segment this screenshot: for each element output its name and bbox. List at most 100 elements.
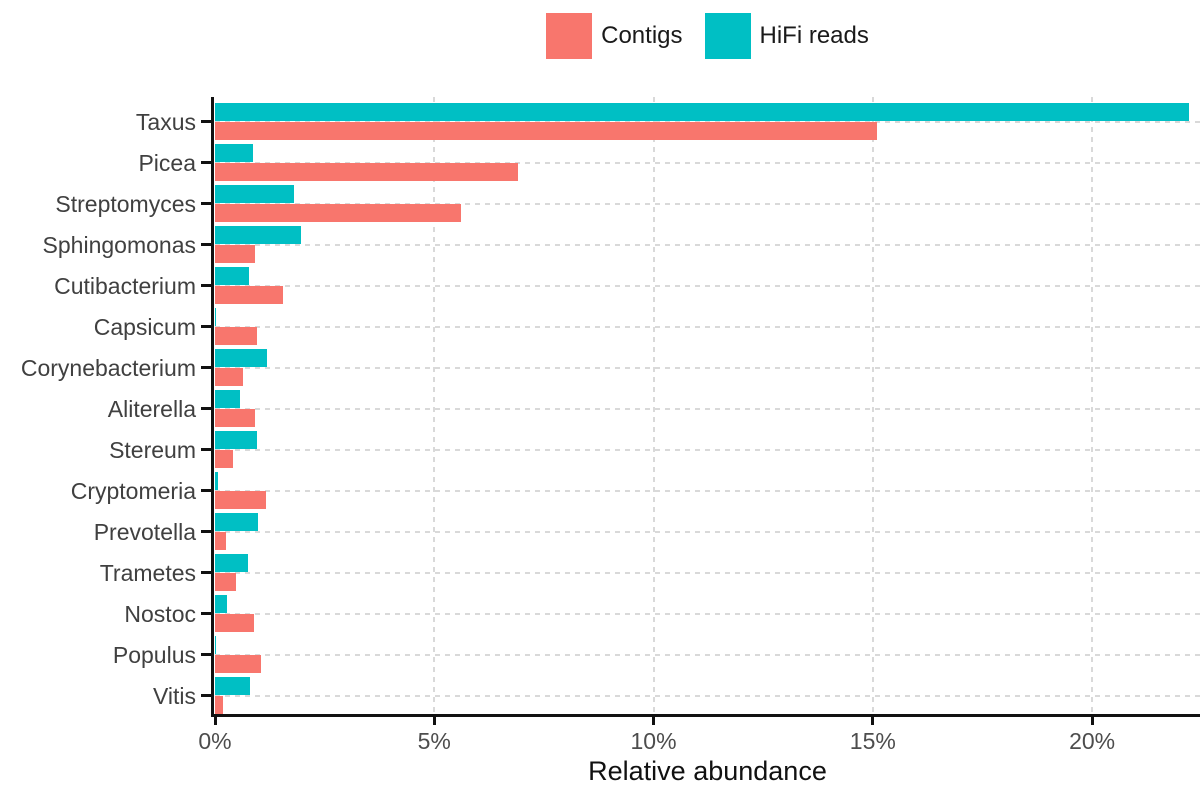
y-tick-prevotella bbox=[201, 530, 212, 534]
bar-hifi-reads-stereum bbox=[215, 431, 257, 450]
bar-hifi-reads-vitis bbox=[215, 677, 251, 695]
bar-hifi-reads-aliterella bbox=[215, 390, 241, 409]
x-tick-label-20: 20% bbox=[1069, 728, 1116, 754]
gridline-x-10 bbox=[652, 97, 655, 716]
y-tick-nostoc bbox=[201, 612, 212, 616]
bar-hifi-reads-prevotella bbox=[215, 513, 258, 532]
legend-item-hifi-reads: HiFi reads bbox=[704, 12, 869, 59]
gridline-y-picea bbox=[215, 161, 1200, 164]
bar-contigs-sphingomonas bbox=[215, 245, 255, 264]
x-tick-15 bbox=[871, 717, 875, 725]
y-axis-label-streptomyces: Streptomyces bbox=[55, 190, 196, 217]
y-tick-streptomyces bbox=[201, 202, 212, 206]
x-tick-5 bbox=[432, 717, 436, 725]
y-axis-label-populus: Populus bbox=[112, 641, 196, 668]
bar-hifi-reads-cutibacterium bbox=[215, 267, 249, 286]
bar-hifi-reads-populus bbox=[215, 636, 216, 654]
x-tick-label-10: 10% bbox=[630, 728, 677, 754]
y-tick-taxus bbox=[201, 120, 212, 124]
gridline-y-nostoc bbox=[215, 612, 1200, 615]
bar-hifi-reads-sphingomonas bbox=[215, 226, 301, 245]
x-tick-label-0: 0% bbox=[198, 728, 232, 754]
bar-contigs-cryptomeria bbox=[215, 491, 266, 510]
gridline-y-prevotella bbox=[215, 530, 1200, 533]
bar-hifi-reads-nostoc bbox=[215, 595, 227, 614]
legend-item-contigs: Contigs bbox=[546, 12, 683, 59]
bar-contigs-prevotella bbox=[215, 532, 226, 551]
legend-label-hifi-reads: HiFi reads bbox=[759, 21, 869, 49]
y-tick-picea bbox=[201, 161, 212, 165]
y-axis-label-picea: Picea bbox=[138, 149, 196, 176]
gridline-y-cutibacterium bbox=[215, 284, 1200, 287]
bar-hifi-reads-taxus bbox=[215, 103, 1189, 122]
y-tick-corynebacterium bbox=[201, 366, 212, 370]
y-axis-label-trametes: Trametes bbox=[99, 559, 196, 586]
legend: Contigs HiFi reads bbox=[215, 12, 1200, 59]
y-axis-label-aliterella: Aliterella bbox=[107, 395, 196, 422]
y-axis-label-corynebacterium: Corynebacterium bbox=[20, 354, 196, 381]
bar-hifi-reads-streptomyces bbox=[215, 185, 294, 204]
y-tick-populus bbox=[201, 653, 212, 656]
gridline-y-sphingomonas bbox=[215, 243, 1200, 246]
gridline-y-capsicum bbox=[215, 325, 1200, 328]
y-tick-aliterella bbox=[201, 407, 212, 411]
bar-contigs-nostoc bbox=[215, 614, 255, 633]
y-axis-label-vitis: Vitis bbox=[152, 682, 196, 709]
x-tick-20 bbox=[1090, 717, 1094, 725]
bar-hifi-reads-trametes bbox=[215, 554, 248, 573]
y-axis-label-capsicum: Capsicum bbox=[93, 313, 196, 340]
gridline-y-stereum bbox=[215, 448, 1200, 451]
bar-contigs-populus bbox=[215, 655, 262, 673]
gridline-y-trametes bbox=[215, 571, 1200, 574]
gridline-y-aliterella bbox=[215, 407, 1200, 410]
gridline-y-cryptomeria bbox=[215, 489, 1200, 492]
gridline-y-corynebacterium bbox=[215, 366, 1200, 369]
gridline-y-streptomyces bbox=[215, 202, 1200, 205]
gridline-x-20 bbox=[1091, 97, 1094, 716]
x-tick-label-5: 5% bbox=[417, 728, 451, 754]
y-axis-label-stereum: Stereum bbox=[109, 436, 196, 463]
bar-contigs-taxus bbox=[215, 122, 878, 141]
bar-hifi-reads-picea bbox=[215, 144, 254, 163]
hifi-reads-swatch-icon bbox=[704, 12, 751, 59]
x-axis-title: Relative abundance bbox=[588, 756, 827, 786]
gridline-x-15 bbox=[871, 97, 874, 716]
y-axis-label-cryptomeria: Cryptomeria bbox=[70, 477, 196, 504]
y-tick-trametes bbox=[201, 571, 212, 575]
y-tick-sphingomonas bbox=[201, 243, 212, 247]
bar-contigs-corynebacterium bbox=[215, 368, 244, 387]
y-tick-capsicum bbox=[201, 325, 212, 329]
bar-contigs-picea bbox=[215, 163, 518, 182]
y-axis-label-taxus: Taxus bbox=[135, 108, 196, 135]
y-axis-label-cutibacterium: Cutibacterium bbox=[54, 272, 196, 299]
bar-hifi-reads-capsicum bbox=[215, 308, 216, 327]
x-tick-0 bbox=[213, 717, 217, 725]
y-tick-cutibacterium bbox=[201, 284, 212, 288]
bar-contigs-vitis bbox=[215, 696, 224, 714]
y-tick-vitis bbox=[201, 694, 212, 697]
y-axis-label-nostoc: Nostoc bbox=[124, 600, 196, 627]
plot-panel bbox=[215, 97, 1200, 716]
gridline-x-5 bbox=[433, 97, 436, 716]
bar-contigs-cutibacterium bbox=[215, 286, 283, 305]
gridline-y-populus bbox=[215, 653, 1200, 656]
bar-contigs-streptomyces bbox=[215, 204, 461, 223]
x-tick-10 bbox=[652, 717, 656, 725]
y-tick-stereum bbox=[201, 448, 212, 452]
x-axis-line bbox=[211, 714, 1200, 717]
contigs-swatch-icon bbox=[546, 12, 593, 59]
bar-contigs-aliterella bbox=[215, 409, 255, 428]
bar-contigs-trametes bbox=[215, 573, 236, 592]
bar-contigs-capsicum bbox=[215, 327, 258, 346]
x-tick-label-15: 15% bbox=[849, 728, 896, 754]
bar-contigs-stereum bbox=[215, 450, 233, 469]
bar-hifi-reads-cryptomeria bbox=[215, 472, 219, 491]
gridline-y-taxus bbox=[215, 120, 1200, 123]
y-axis-label-prevotella: Prevotella bbox=[93, 518, 196, 545]
bar-hifi-reads-corynebacterium bbox=[215, 349, 268, 368]
gridline-y-vitis bbox=[215, 694, 1200, 697]
y-axis-line bbox=[211, 97, 214, 717]
y-axis-label-sphingomonas: Sphingomonas bbox=[42, 231, 196, 258]
y-tick-cryptomeria bbox=[201, 489, 212, 493]
